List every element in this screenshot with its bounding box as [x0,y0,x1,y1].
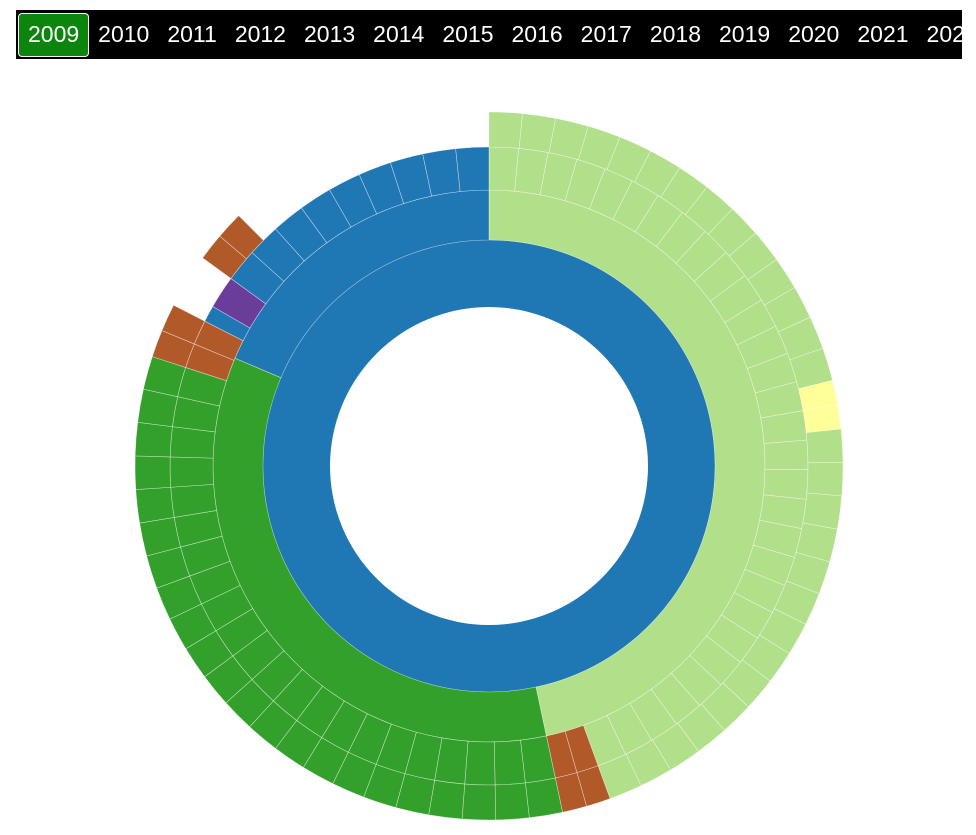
year-tab-2013[interactable]: 2013 [303,21,356,47]
year-tab-2015[interactable]: 2015 [442,21,494,47]
year-tab-2017[interactable]: 2017 [580,21,632,47]
sunburst-cell-l4-s4-c3[interactable] [428,779,466,820]
year-tab-2020[interactable]: 2020 [788,21,840,47]
sunburst-cell-l3-s2-c18[interactable] [169,456,214,488]
year-nav: 2009 2010 2011 2012 2013 2014 2015 2016 2017 2018… [16,10,976,59]
year-tab-2011[interactable]: 2011 [167,21,217,47]
sunburst-cell-l3-s2-c2[interactable] [464,740,496,786]
sunburst-cell-l4-s2-c0[interactable] [805,428,844,464]
sunburst-cell-l3-s0-c16[interactable] [763,439,809,471]
year-tab-2019[interactable]: 2019 [719,21,771,47]
sunburst-cell-l3-s2-c1[interactable] [493,739,526,786]
year-tab-2009[interactable]: 2009 [18,12,90,57]
sunburst-cell-l4-s6-c1[interactable] [219,215,264,260]
sunburst-chart [134,111,844,821]
year-tab-2022[interactable]: 2022 [926,21,976,47]
sunburst-cell-l4-s4-c2[interactable] [461,783,497,821]
year-tab-2014[interactable]: 2014 [373,21,425,47]
year-tab-2010[interactable]: 2010 [98,21,150,47]
year-tab-2021[interactable]: 2021 [857,21,909,47]
sunburst-cell-l3-s0-c0[interactable] [488,146,519,192]
sunburst-cell-l4-s4-c18[interactable] [134,455,172,490]
year-tab-2016[interactable]: 2016 [511,21,563,47]
sunburst-cell-l4-s4-c19[interactable] [134,421,173,458]
sunburst-cell-l4-s2-c1[interactable] [806,462,844,497]
year-tab-2012[interactable]: 2012 [234,21,286,47]
sunburst-cell-l1-s0-c0[interactable] [262,239,716,692]
sunburst-cell-l4-s0-c0[interactable] [488,111,523,149]
sunburst-cell-l4-s4-c1[interactable] [494,782,530,821]
sunburst-cell-l3-s6-c8[interactable] [455,146,490,192]
sunburst-cell-l4-s5-c1[interactable] [161,304,206,345]
sunburst-cell-l4-s4-c17[interactable] [135,486,175,524]
sunburst-cell-l3-s0-c17[interactable] [763,468,809,500]
year-tab-2018[interactable]: 2018 [649,21,702,47]
